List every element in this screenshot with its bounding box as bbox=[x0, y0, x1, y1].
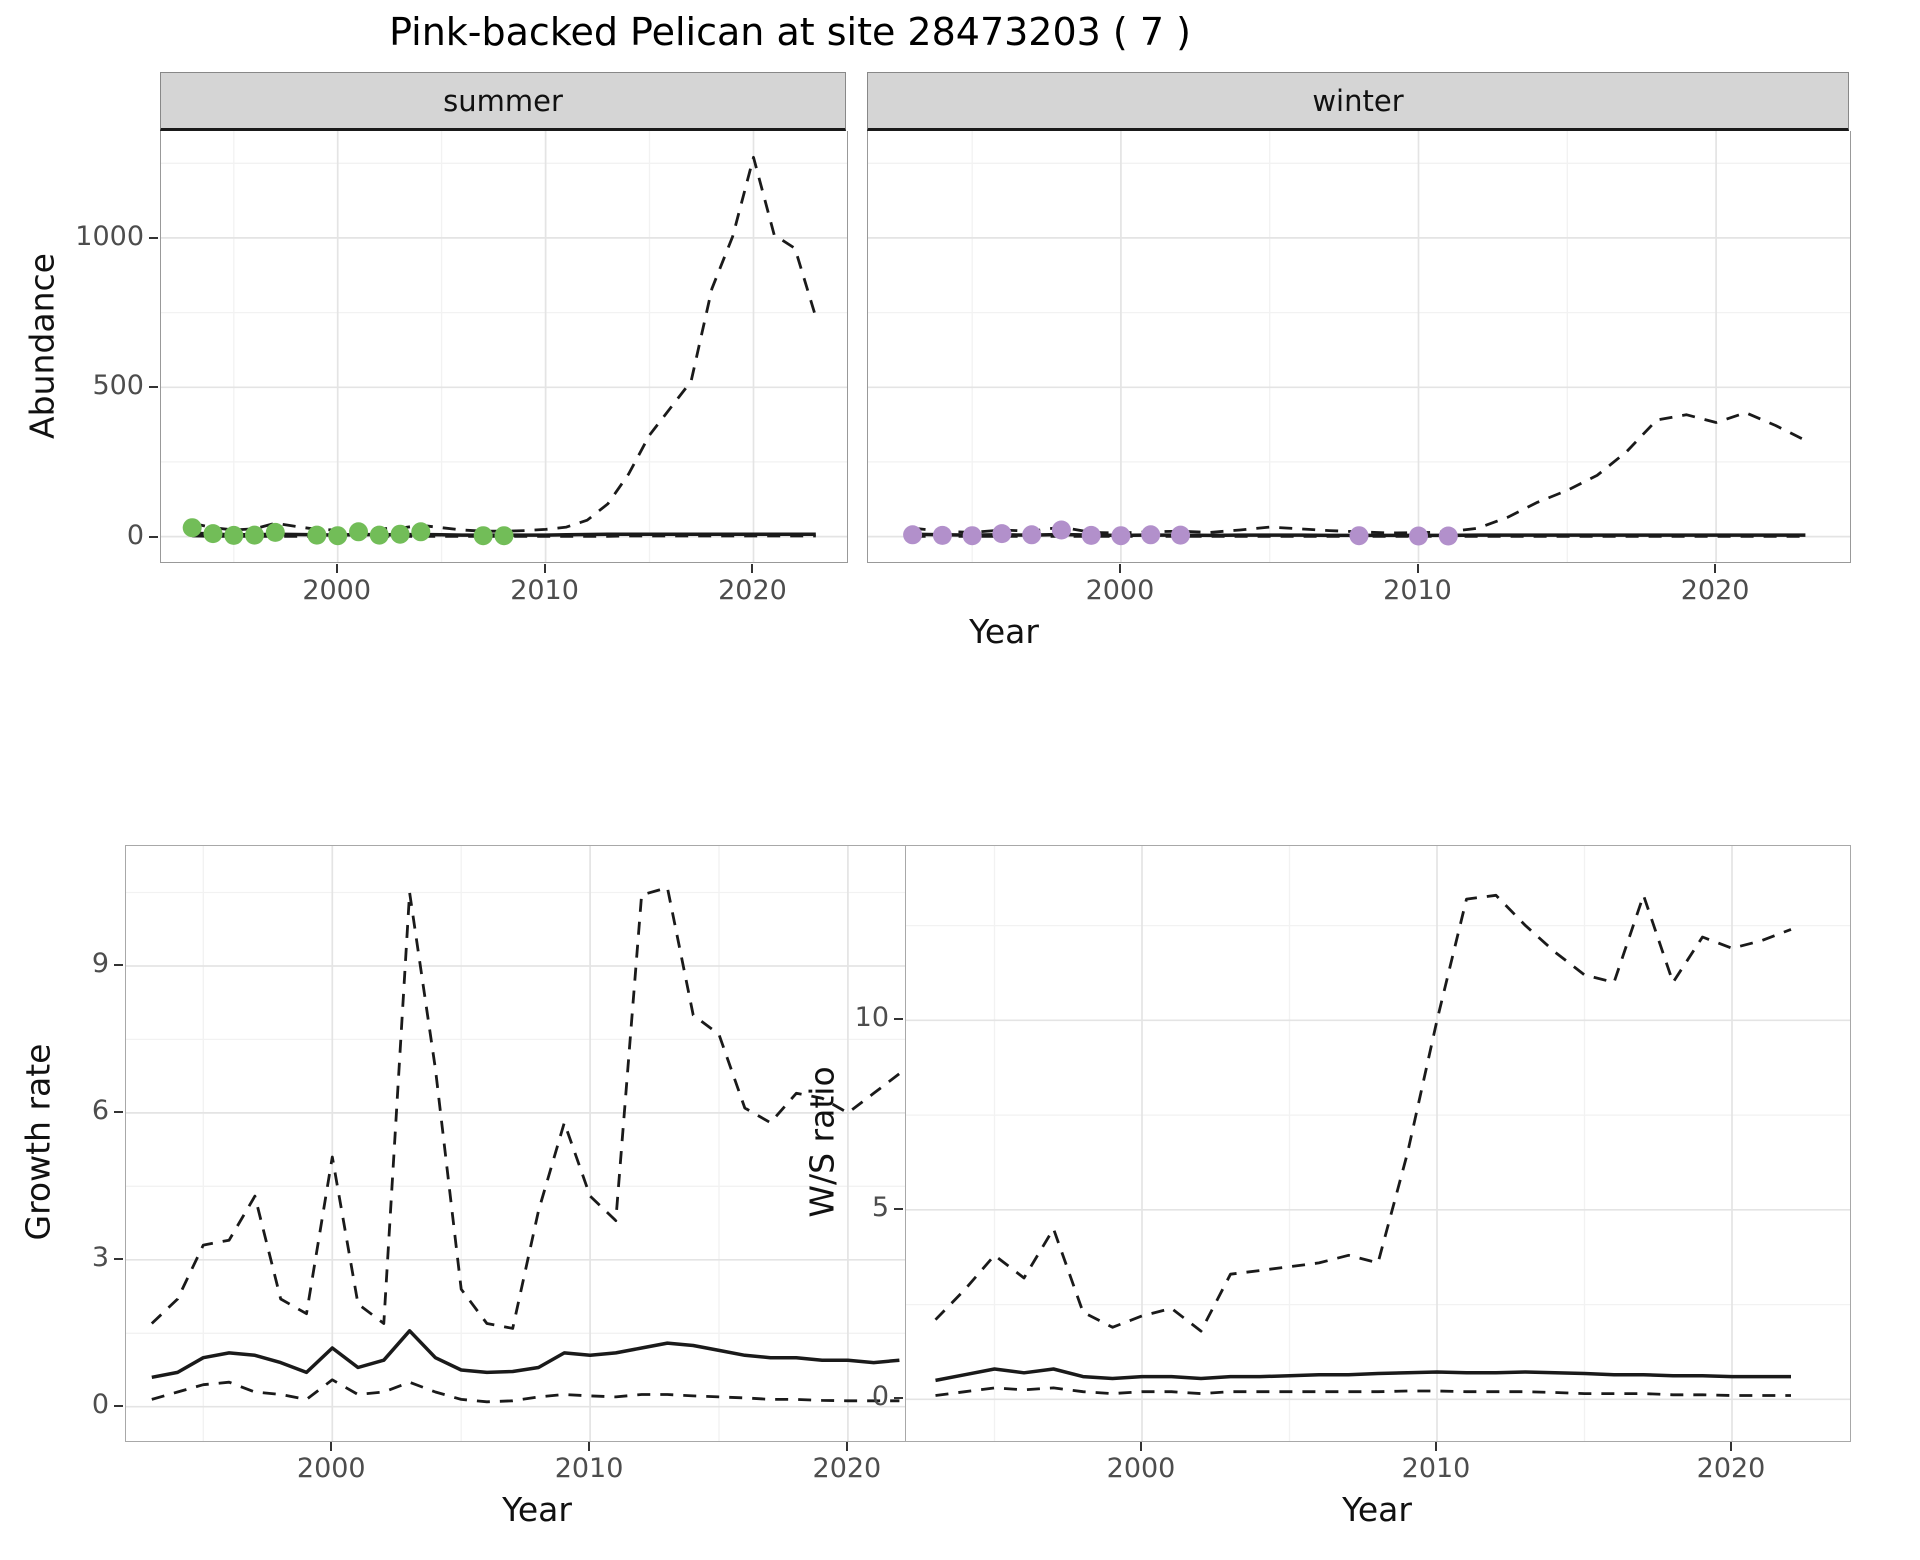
y-axis-tick-label: 1000 bbox=[75, 220, 144, 252]
summer-abundance-observed-point bbox=[224, 525, 244, 545]
x-axis-tick-mark bbox=[751, 564, 754, 573]
y-axis-tick-mark bbox=[149, 535, 158, 538]
winter-abundance-observed-point bbox=[1171, 525, 1190, 545]
summer-abundance-observed-point bbox=[369, 525, 389, 545]
figure-title: Pink-backed Pelican at site 28473203 ( 7… bbox=[389, 10, 1191, 54]
y-axis-tick-mark bbox=[894, 1018, 903, 1021]
facet-label-winter: winter bbox=[1312, 83, 1404, 118]
ws-ratio-panel bbox=[905, 845, 1851, 1442]
winter-abundance-observed-point bbox=[1409, 526, 1428, 546]
growth-rate-upper_ci-line bbox=[150, 886, 901, 1330]
y-axis-tick-label: 0 bbox=[126, 519, 144, 551]
y-axis-tick-label: 5 bbox=[871, 1191, 889, 1223]
ws-ratio-upper_ci-line bbox=[934, 893, 1792, 1333]
summer-abundance-observed-point bbox=[245, 525, 264, 545]
y-axis-label-abundance: Abundance bbox=[22, 253, 62, 439]
winter-abundance-observed-point bbox=[1022, 525, 1042, 545]
x-axis-tick-label: 2000 bbox=[296, 1453, 366, 1484]
winter-abundance-upper_ci-line bbox=[912, 411, 1807, 535]
x-axis-tick-label: 2020 bbox=[1680, 575, 1750, 606]
summer-abundance-observed-point bbox=[307, 525, 327, 545]
winter-abundance-observed-point bbox=[1141, 525, 1161, 545]
growth-rate-panel bbox=[125, 845, 952, 1442]
y-axis-tick-label: 9 bbox=[91, 947, 109, 979]
winter-abundance-observed-point bbox=[1051, 520, 1071, 540]
summer-abundance-panel bbox=[160, 131, 848, 563]
growth-rate-plot bbox=[126, 846, 951, 1441]
winter-abundance-observed-point bbox=[1438, 526, 1458, 546]
x-axis-tick-label: 2020 bbox=[812, 1453, 882, 1484]
y-axis-tick-mark bbox=[149, 386, 158, 389]
x-axis-tick-label: 2010 bbox=[554, 1453, 624, 1484]
x-axis-tick-label: 2020 bbox=[718, 575, 787, 606]
winter-abundance-observed-point bbox=[903, 525, 923, 545]
x-axis-tick-mark bbox=[1714, 564, 1717, 573]
x-axis-tick-label: 2000 bbox=[302, 575, 372, 606]
facet-label-summer: summer bbox=[443, 83, 563, 118]
winter-abundance-observed-point bbox=[1081, 525, 1101, 545]
y-axis-tick-mark bbox=[114, 1404, 123, 1407]
summer-abundance-observed-point bbox=[411, 522, 431, 542]
x-axis-tick-label: 2020 bbox=[1696, 1453, 1766, 1484]
growth-rate-lower_ci-line bbox=[151, 1378, 900, 1404]
winter-abundance-observed-point bbox=[932, 525, 952, 545]
x-axis-tick-mark bbox=[1730, 1442, 1732, 1451]
winter-abundance-observed-point bbox=[962, 526, 982, 546]
ws-ratio-median-line bbox=[935, 1367, 1791, 1383]
x-axis-tick-mark bbox=[335, 564, 338, 573]
y-axis-label-growth-rate: Growth rate bbox=[18, 1043, 58, 1241]
y-axis-tick-label: 10 bbox=[854, 1002, 889, 1034]
facet-strip-winter: winter bbox=[867, 72, 1849, 131]
y-axis-tick-mark bbox=[114, 1257, 123, 1260]
y-axis-tick-mark bbox=[894, 1397, 903, 1400]
winter-abundance-panel bbox=[867, 131, 1851, 563]
y-axis-tick-label: 0 bbox=[91, 1388, 109, 1420]
y-axis-tick-label: 500 bbox=[92, 370, 144, 402]
summer-abundance-observed-point bbox=[349, 522, 368, 542]
summer-abundance-observed-point bbox=[473, 526, 493, 546]
x-axis-tick-mark bbox=[588, 1442, 591, 1451]
x-axis-tick-mark bbox=[330, 1442, 333, 1451]
x-axis-label-year-ws: Year bbox=[1342, 1490, 1412, 1529]
ws-ratio-plot bbox=[906, 846, 1850, 1441]
y-axis-tick-label: 0 bbox=[871, 1381, 889, 1413]
x-axis-tick-mark bbox=[1140, 1442, 1142, 1451]
winter-abundance-plot bbox=[868, 131, 1850, 562]
x-axis-tick-label: 2010 bbox=[1401, 1453, 1471, 1484]
y-axis-tick-mark bbox=[149, 236, 158, 239]
summer-abundance-upper_ci-line bbox=[191, 155, 818, 533]
x-axis-tick-mark bbox=[1435, 1442, 1437, 1451]
x-axis-tick-label: 2010 bbox=[1383, 575, 1452, 606]
summer-abundance-observed-point bbox=[494, 526, 514, 546]
y-axis-tick-mark bbox=[894, 1207, 903, 1210]
summer-abundance-observed-point bbox=[265, 522, 285, 542]
y-axis-tick-label: 3 bbox=[91, 1241, 109, 1273]
winter-abundance-observed-point bbox=[992, 524, 1012, 544]
x-axis-tick-mark bbox=[1416, 564, 1419, 573]
summer-abundance-observed-point bbox=[390, 524, 410, 544]
summer-abundance-observed-point bbox=[182, 518, 202, 538]
summer-abundance-observed-point bbox=[328, 526, 348, 546]
winter-abundance-observed-point bbox=[1349, 526, 1369, 546]
x-axis-tick-mark bbox=[1118, 564, 1121, 573]
ws-ratio-lower_ci-line bbox=[935, 1386, 1791, 1397]
x-axis-tick-label: 2010 bbox=[510, 575, 579, 606]
y-axis-tick-mark bbox=[114, 1110, 123, 1113]
x-axis-label-year-growth: Year bbox=[502, 1490, 572, 1529]
y-axis-tick-label: 6 bbox=[91, 1094, 109, 1126]
x-axis-tick-label: 2000 bbox=[1106, 1453, 1176, 1484]
winter-abundance-observed-point bbox=[1111, 526, 1131, 546]
summer-abundance-plot bbox=[161, 131, 847, 562]
summer-abundance-observed-point bbox=[203, 524, 223, 544]
y-axis-tick-mark bbox=[114, 963, 123, 966]
facet-strip-summer: summer bbox=[160, 72, 846, 131]
x-axis-label-year-top: Year bbox=[969, 612, 1039, 651]
x-axis-tick-mark bbox=[543, 564, 546, 573]
x-axis-tick-label: 2000 bbox=[1085, 575, 1155, 606]
x-axis-tick-mark bbox=[845, 1442, 848, 1451]
growth-rate-median-line bbox=[151, 1329, 900, 1380]
